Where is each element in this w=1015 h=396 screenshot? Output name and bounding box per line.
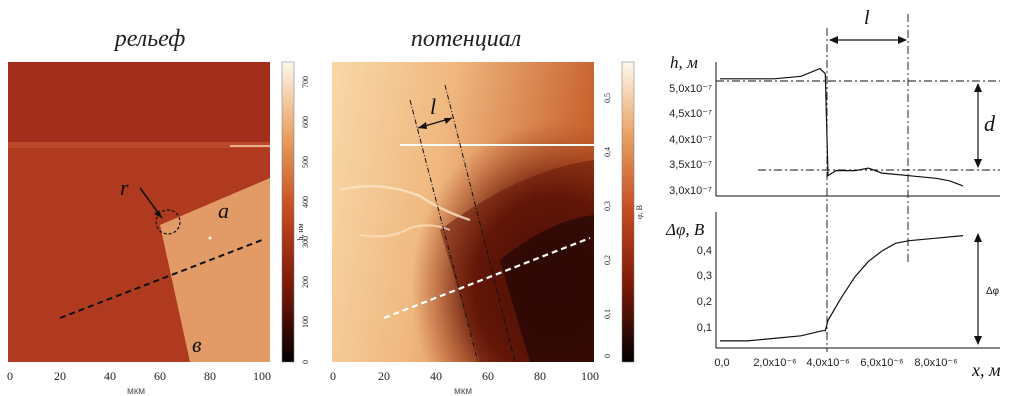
tick: 80 bbox=[204, 369, 216, 383]
tick: 100 bbox=[301, 316, 310, 328]
tick: 0,2 bbox=[603, 255, 612, 265]
tick: 6,0x10⁻⁶ bbox=[860, 357, 903, 369]
tick: 60 bbox=[154, 369, 166, 383]
tick: 500 bbox=[301, 156, 310, 168]
potential-bound-right bbox=[444, 84, 516, 363]
tick: 80 bbox=[534, 369, 546, 383]
d-label: d bbox=[984, 111, 996, 136]
tick: 0,4 bbox=[603, 147, 612, 157]
relief-colorbar-label: h, нм bbox=[296, 223, 305, 240]
relief-profile-line bbox=[59, 239, 263, 319]
tick: 0,2 bbox=[697, 296, 712, 308]
tick: 8,0x10⁻⁶ bbox=[914, 357, 957, 369]
tick: 700 bbox=[301, 76, 310, 88]
tick: 0 bbox=[7, 369, 13, 383]
relief-x-axis: 0 20 40 60 80 100 мкм bbox=[7, 369, 271, 396]
potential-profile-line bbox=[383, 236, 591, 320]
tick: 0 bbox=[330, 369, 336, 383]
potential-colorbar: 0 0,1 0,2 0,3 0,4 0,5 φ, В bbox=[603, 61, 644, 363]
relief-title: рельеф bbox=[113, 26, 186, 52]
tick: 400 bbox=[301, 196, 310, 208]
relief-region-r-circle bbox=[155, 209, 181, 235]
tick: 40 bbox=[104, 369, 116, 383]
tick: 20 bbox=[378, 369, 390, 383]
tick: 0,3 bbox=[697, 270, 712, 282]
tick: 0,0 bbox=[714, 357, 729, 369]
l-label: l bbox=[864, 7, 870, 29]
tick: 0,1 bbox=[603, 309, 612, 319]
tick: 5,0x10⁻⁷ bbox=[669, 83, 712, 95]
tick: 4,0x10⁻⁶ bbox=[806, 357, 849, 369]
relief-label-a: a bbox=[218, 198, 229, 223]
tick: 0,1 bbox=[697, 322, 712, 334]
tick: 100 bbox=[253, 369, 271, 383]
relief-x-unit: мкм bbox=[127, 386, 145, 396]
height-profile-line bbox=[720, 67, 964, 187]
bottom-ylabel: Δφ, В bbox=[665, 220, 705, 239]
profiles-x-ticks: 0,0 2,0x10⁻⁶ 4,0x10⁻⁶ 6,0x10⁻⁶ 8,0x10⁻⁶ bbox=[714, 357, 957, 369]
tick: 300 bbox=[301, 236, 310, 248]
tick: 0 bbox=[301, 360, 310, 364]
profiles-xlabel: x, м bbox=[971, 360, 1001, 380]
relief-domain-a bbox=[160, 178, 270, 362]
potential-x-axis: 0 20 40 60 80 100 мкм bbox=[330, 369, 599, 396]
tick: 600 bbox=[301, 116, 310, 128]
potential-panel: потенциал l 0 20 40 60 80 100 мкм 0 0,1 … bbox=[330, 26, 644, 396]
tick: 0,5 bbox=[603, 93, 612, 103]
bottom-y-ticks: 0,4 0,3 0,2 0,1 bbox=[697, 245, 712, 334]
top-ylabel: h, м bbox=[670, 53, 698, 72]
potential-x-unit: мкм bbox=[454, 386, 472, 396]
tick: 20 bbox=[54, 369, 66, 383]
tick: 4,0x10⁻⁷ bbox=[669, 134, 712, 146]
potential-label-l: l bbox=[430, 94, 436, 119]
tick: 4,5x10⁻⁷ bbox=[669, 108, 712, 120]
relief-label-r: r bbox=[120, 175, 129, 200]
relief-panel: рельеф r a в 0 20 40 60 80 100 мкм 0 100… bbox=[7, 26, 310, 396]
tick: 100 bbox=[581, 369, 599, 383]
profiles-panel: h, м 5,0x10⁻⁷ 4,5x10⁻⁷ 4,0x10⁻⁷ 3,5x10⁻⁷… bbox=[665, 7, 1001, 380]
tick: 0,4 bbox=[697, 245, 712, 257]
tick: 200 bbox=[301, 276, 310, 288]
relief-label-b: в bbox=[192, 332, 202, 357]
tick: 3,0x10⁻⁷ bbox=[669, 185, 712, 197]
tick: 40 bbox=[430, 369, 442, 383]
tick: 0 bbox=[603, 354, 612, 358]
relief-colorbar: 0 100 200 300 400 500 600 700 h, нм bbox=[281, 61, 310, 364]
tick: 2,0x10⁻⁶ bbox=[753, 357, 796, 369]
tick: 3,5x10⁻⁷ bbox=[669, 159, 712, 171]
tick: 60 bbox=[482, 369, 494, 383]
potential-colorbar-label: φ, В bbox=[635, 205, 644, 219]
tick: 0,3 bbox=[603, 201, 612, 211]
potential-title: потенциал bbox=[411, 26, 521, 52]
top-y-ticks: 5,0x10⁻⁷ 4,5x10⁻⁷ 4,0x10⁻⁷ 3,5x10⁻⁷ 3,0x… bbox=[669, 83, 712, 197]
dphi-label: Δφ bbox=[986, 286, 1000, 297]
potential-profile-line bbox=[720, 235, 964, 342]
